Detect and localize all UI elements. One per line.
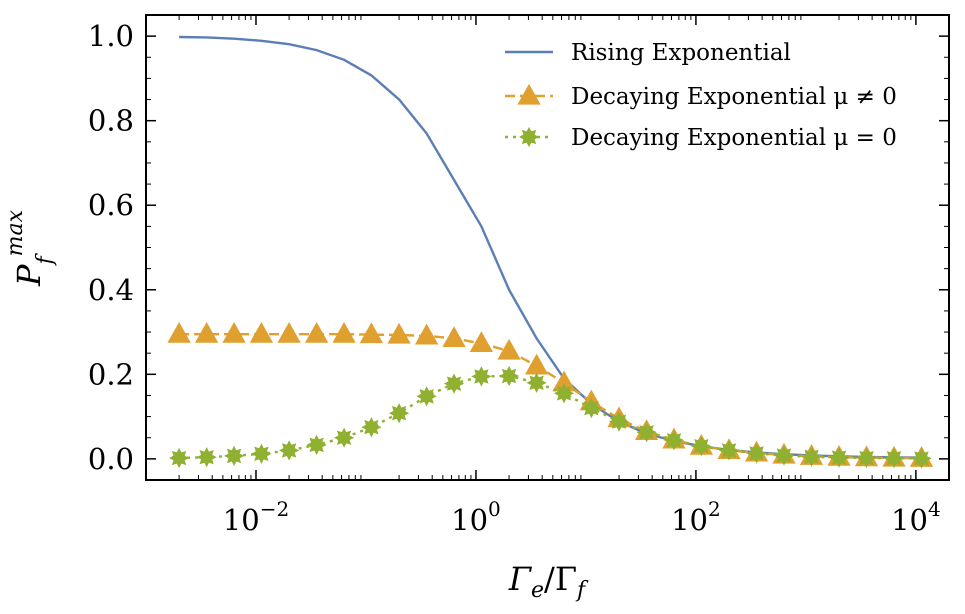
series-2 — [169, 365, 932, 469]
data-point — [442, 326, 466, 347]
data-point — [636, 422, 657, 443]
data-point — [387, 322, 411, 344]
ticks — [146, 15, 950, 480]
data-point — [469, 331, 494, 353]
series-line — [179, 333, 922, 460]
data-point — [718, 440, 740, 461]
data-point — [524, 353, 549, 375]
data-point — [856, 447, 877, 469]
y-tick-label: 0.0 — [88, 442, 134, 476]
data-point — [526, 372, 547, 393]
data-point — [304, 321, 329, 343]
data-point — [499, 365, 520, 387]
data-point — [608, 411, 630, 432]
data-point — [306, 434, 327, 455]
data-point — [414, 323, 439, 345]
y-tick-label: 1.0 — [88, 19, 134, 53]
data-point — [911, 448, 932, 469]
data-point — [359, 322, 384, 344]
data-point — [332, 321, 356, 343]
x-axis-label: Γe/Γf — [508, 560, 589, 603]
series-layer — [167, 35, 934, 469]
data-point — [828, 447, 850, 468]
y-axis-label: Pfmax — [3, 209, 58, 287]
data-point — [196, 447, 217, 468]
y-tick-label: 0.4 — [88, 273, 134, 307]
data-point — [471, 366, 492, 387]
legend-label-1: Decaying Exponential μ ≠ 0 — [571, 84, 897, 110]
x-tick-label: 104 — [891, 497, 941, 537]
data-point — [249, 321, 274, 343]
data-point — [224, 445, 245, 466]
y-tick-label: 0.2 — [88, 357, 134, 391]
series-0 — [179, 35, 922, 459]
data-point — [334, 427, 355, 448]
data-point — [279, 440, 300, 461]
x-tick-label: 102 — [671, 497, 721, 537]
data-point — [443, 373, 465, 394]
data-point — [277, 321, 301, 343]
data-point — [251, 443, 272, 464]
data-point — [518, 126, 540, 148]
data-point — [222, 321, 246, 343]
x-tick-label: 100 — [451, 497, 501, 537]
data-point — [416, 386, 437, 407]
data-point — [553, 383, 575, 404]
y-tick-label: 0.8 — [88, 104, 134, 138]
series-line — [179, 374, 922, 460]
data-point — [389, 403, 410, 424]
legend-label-2: Decaying Exponential μ = 0 — [571, 125, 897, 151]
data-point — [883, 448, 905, 469]
data-point — [691, 436, 712, 457]
data-point — [497, 338, 521, 360]
x-tick-label: 10−2 — [223, 497, 289, 537]
data-point — [169, 447, 190, 469]
data-point — [746, 443, 767, 464]
series-line — [179, 35, 922, 459]
data-point — [361, 417, 382, 438]
data-point — [773, 445, 795, 466]
legend-label-0: Rising Exponential — [571, 40, 791, 66]
data-point — [581, 398, 602, 419]
data-point — [801, 446, 822, 467]
data-point — [517, 83, 541, 105]
tick-labels: 0.0 0.2 0.4 0.6 0.8 1.0 10−2 100 102 104 — [88, 19, 941, 537]
legend: Rising Exponential Decaying Exponential μ… — [505, 40, 897, 151]
data-point — [167, 321, 191, 343]
data-point — [194, 321, 219, 343]
y-tick-label: 0.6 — [88, 188, 134, 222]
data-point — [663, 430, 685, 451]
